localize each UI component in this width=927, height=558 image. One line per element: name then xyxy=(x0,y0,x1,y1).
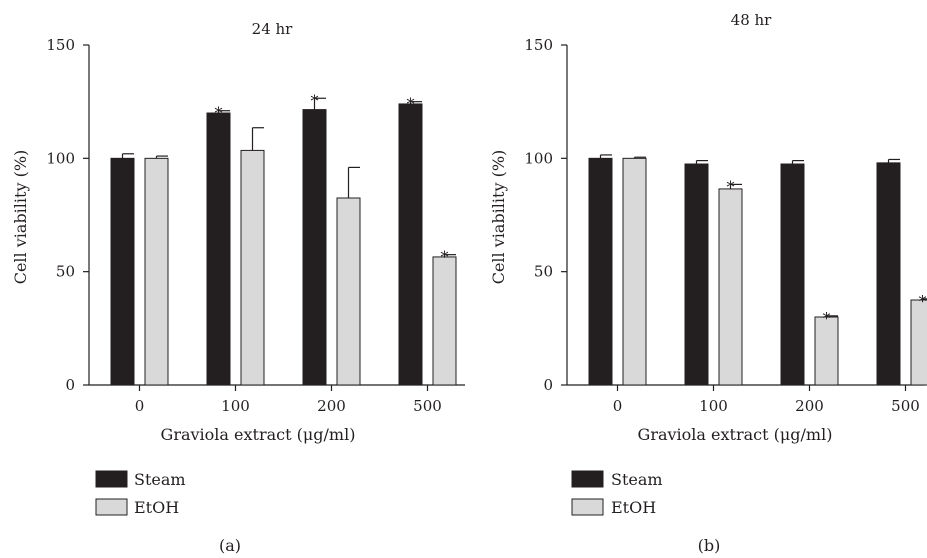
panel-b: 48 hr Cell viability (%) Graviola extrac… xyxy=(489,11,927,555)
bar-etoh-500 xyxy=(432,256,457,386)
bars: * * * * xyxy=(110,91,457,386)
panel-title: 24 hr xyxy=(252,20,294,38)
panel-title: 48 hr xyxy=(731,11,773,29)
significance-star: * xyxy=(441,248,449,267)
legend-swatch-etoh xyxy=(95,498,128,516)
legend-swatch-etoh xyxy=(571,498,604,516)
significance-star: * xyxy=(919,292,927,311)
significance-star: * xyxy=(215,104,223,123)
y-tick-label: 0 xyxy=(65,376,75,394)
x-tick-label: 100 xyxy=(699,397,728,415)
bars: * * * xyxy=(588,154,927,386)
legend-swatch-steam xyxy=(571,470,604,488)
y-axis-title: Cell viability (%) xyxy=(11,150,30,285)
panel-label: (b) xyxy=(698,536,721,555)
bar-etoh-500 xyxy=(910,299,927,386)
significance-star: * xyxy=(823,309,831,328)
y-axis-title: Cell viability (%) xyxy=(489,150,508,285)
x-tick-label: 500 xyxy=(891,397,920,415)
y-tick-label: 150 xyxy=(524,36,553,54)
y-tick-label: 50 xyxy=(56,263,75,281)
legend-swatch-steam xyxy=(95,470,128,488)
y-tick-label: 0 xyxy=(543,376,553,394)
y-tick-label: 50 xyxy=(534,263,553,281)
y-tick-label: 100 xyxy=(524,149,553,167)
x-tick-label: 0 xyxy=(613,397,623,415)
axes: 0 50 100 150 0 100 200 500 xyxy=(46,36,465,415)
bar-steam-0 xyxy=(110,157,135,386)
bar-steam-200 xyxy=(780,163,805,386)
bar-etoh-0 xyxy=(622,157,647,386)
legend: Steam EtOH xyxy=(95,470,186,517)
legend-label-steam: Steam xyxy=(134,470,186,489)
x-tick-label: 200 xyxy=(317,397,346,415)
legend-label-etoh: EtOH xyxy=(611,498,656,517)
significance-star: * xyxy=(407,95,415,114)
bar-steam-200 xyxy=(302,109,327,386)
x-tick-label: 200 xyxy=(795,397,824,415)
x-axis-title: Graviola extract (μg/ml) xyxy=(638,425,833,444)
x-tick-label: 0 xyxy=(135,397,145,415)
bar-etoh-200 xyxy=(336,197,361,386)
bar-etoh-0 xyxy=(144,157,169,386)
x-axis-title: Graviola extract (μg/ml) xyxy=(161,425,356,444)
bar-etoh-100 xyxy=(718,188,743,386)
y-tick-label: 100 xyxy=(46,149,75,167)
legend-label-etoh: EtOH xyxy=(134,498,179,517)
bar-steam-0 xyxy=(588,157,613,386)
bar-steam-500 xyxy=(398,103,423,386)
x-tick-label: 500 xyxy=(413,397,442,415)
bar-etoh-100 xyxy=(240,149,265,386)
legend-label-steam: Steam xyxy=(611,470,663,489)
legend: Steam EtOH xyxy=(571,470,663,517)
x-tick-label: 100 xyxy=(221,397,250,415)
significance-star: * xyxy=(311,91,319,110)
bar-steam-100 xyxy=(206,112,231,386)
significance-star: * xyxy=(727,177,735,196)
bar-steam-500 xyxy=(876,162,901,386)
panel-label: (a) xyxy=(219,536,241,555)
y-tick-label: 150 xyxy=(46,36,75,54)
panel-a: 24 hr Cell viability (%) Graviola extrac… xyxy=(11,20,465,555)
bar-steam-100 xyxy=(684,163,709,386)
